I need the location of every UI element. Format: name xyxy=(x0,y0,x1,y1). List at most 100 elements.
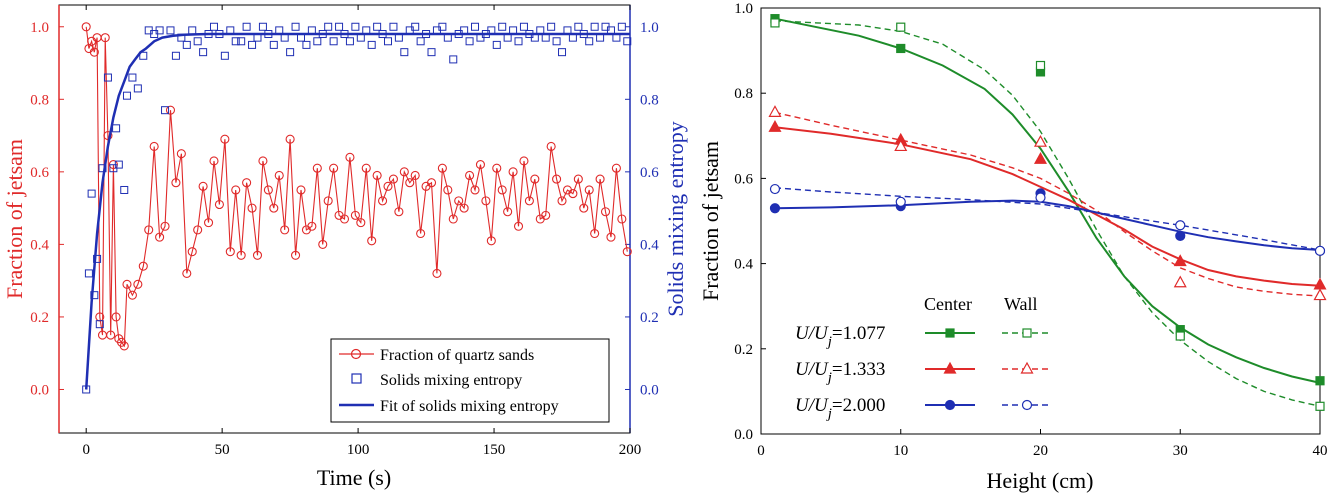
quartz-sands-point xyxy=(247,203,257,213)
entropy-point xyxy=(286,48,295,57)
quartz-sands-point xyxy=(405,178,415,188)
quartz-sands-point xyxy=(465,170,475,181)
quartz-sands-point xyxy=(481,196,491,206)
entropy-point xyxy=(242,22,251,31)
legend-label-quartz: Fraction of quartz sands xyxy=(380,347,534,364)
data-point-center xyxy=(1033,151,1048,164)
y-tick-label: 1.0 xyxy=(734,1,753,17)
x-tick-label: 100 xyxy=(347,442,370,458)
legend-wall-marker xyxy=(1022,328,1032,338)
quartz-sands-point xyxy=(318,239,328,249)
legend-label-entropy: Solids mixing entropy xyxy=(380,372,522,389)
y-tick-label: 0.6 xyxy=(734,171,753,187)
legend-wall-marker xyxy=(1021,399,1033,411)
quartz-sands-point xyxy=(508,167,518,177)
quartz-sands-point xyxy=(448,214,458,224)
left-chart-y-axis-label: Fraction of jetsam xyxy=(2,139,27,299)
entropy-point xyxy=(465,37,474,46)
y-right-tick-label: 0.0 xyxy=(640,382,659,398)
quartz-sands-point xyxy=(285,134,295,144)
entropy-point xyxy=(367,40,376,49)
entropy-point xyxy=(128,73,137,82)
entropy-point xyxy=(313,37,322,46)
entropy-point xyxy=(209,22,218,31)
quartz-sands-point xyxy=(220,134,230,144)
legend-label-value: =2.000 xyxy=(832,395,885,416)
entropy-point xyxy=(617,22,626,31)
quartz-sands-point xyxy=(584,185,594,195)
quartz-sands-point xyxy=(524,196,534,206)
entropy-point xyxy=(514,37,523,46)
quartz-sands-point xyxy=(231,185,241,195)
data-point-wall xyxy=(1314,245,1326,256)
quartz-sands-point xyxy=(378,196,388,206)
entropy-point xyxy=(258,22,267,31)
entropy-fit-line xyxy=(84,32,630,390)
quartz-sands-point xyxy=(437,163,447,173)
data-point-wall xyxy=(896,22,906,32)
entropy-point xyxy=(389,22,398,31)
legend-label-fit: Fit of solids mixing entropy xyxy=(380,398,559,415)
quartz-sands-point xyxy=(193,225,203,235)
data-point-wall xyxy=(1313,288,1327,301)
quartz-sands-point xyxy=(454,196,464,206)
legend-header-wall: Wall xyxy=(1004,294,1038,314)
entropy-point xyxy=(302,40,311,49)
entropy-point xyxy=(155,26,164,35)
quartz-sands-point xyxy=(323,196,333,206)
entropy-point xyxy=(492,40,501,49)
quartz-sands-point xyxy=(443,185,453,195)
quartz-sands-point xyxy=(133,279,143,289)
legend-label: U/Uj=2.000 xyxy=(795,395,885,422)
quartz-sands-point xyxy=(280,225,290,235)
data-point-wall xyxy=(1035,192,1046,203)
y-right-tick-label: 1.0 xyxy=(640,20,659,36)
entropy-point xyxy=(139,51,148,60)
entropy-point xyxy=(120,185,129,194)
quartz-sands-point xyxy=(339,214,350,224)
quartz-sands-point xyxy=(579,203,589,213)
quartz-sands-point xyxy=(595,174,605,184)
x-tick-label: 30 xyxy=(1173,443,1188,459)
fit-curve-wall-1.333 xyxy=(774,111,1321,297)
quartz-sands-point xyxy=(383,181,393,191)
quartz-sands-point xyxy=(182,268,192,278)
entropy-point xyxy=(114,160,123,169)
legend-center-marker xyxy=(943,361,957,374)
legend-box xyxy=(330,338,610,423)
data-point-wall xyxy=(1173,275,1187,288)
y-tick-label: 0.4 xyxy=(734,257,753,273)
y-left-tick-label: 0.6 xyxy=(30,165,49,181)
quartz-sands-point xyxy=(127,290,137,300)
x-tick-label: 0 xyxy=(82,442,90,458)
entropy-point xyxy=(188,26,197,35)
entropy-point xyxy=(335,22,344,31)
legend-label: U/Uj=1.333 xyxy=(795,359,885,386)
legend-label-sub: j xyxy=(826,334,832,350)
data-point-wall xyxy=(769,183,781,195)
quartz-sands-point xyxy=(160,221,170,231)
quartz-sands-point xyxy=(252,250,263,260)
quartz-sands-point xyxy=(530,174,540,184)
data-point-center xyxy=(1173,254,1187,267)
entropy-point xyxy=(269,40,278,49)
entropy-point xyxy=(112,124,121,133)
quartz-sands-point xyxy=(557,196,567,206)
entropy-point xyxy=(438,22,447,31)
entropy-point xyxy=(471,22,480,31)
entropy-point xyxy=(329,37,338,46)
quartz-sands-point xyxy=(492,163,502,173)
entropy-point xyxy=(558,48,567,57)
entropy-point xyxy=(199,48,208,57)
data-point-wall xyxy=(1315,401,1325,411)
quartz-sands-point xyxy=(590,228,600,239)
quartz-sands-point xyxy=(513,221,524,231)
fit-curve-wall-2.000 xyxy=(774,187,1321,251)
quartz-sands-point xyxy=(171,178,181,188)
y-left-tick-label: 0.2 xyxy=(30,310,49,326)
entropy-point xyxy=(237,37,246,46)
quartz-sands-point xyxy=(573,174,583,184)
entropy-point xyxy=(193,37,202,46)
quartz-sands-point xyxy=(187,247,197,257)
quartz-sands-point xyxy=(258,156,268,166)
